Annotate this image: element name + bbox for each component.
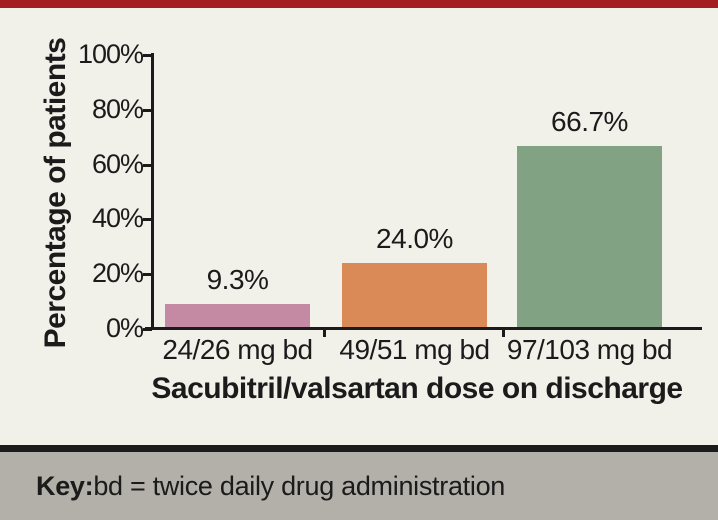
y-tick-label: 40% [91, 203, 144, 234]
separator-rule [0, 445, 718, 452]
y-tick-mark [143, 218, 152, 222]
bar-value-label: 24.0% [376, 223, 453, 254]
key-label: Key: [36, 470, 94, 501]
x-tick-label: 49/51 mg bd [339, 334, 490, 365]
top-red-rule [0, 0, 718, 8]
x-divider-tick [323, 329, 326, 337]
key-text: bd = twice daily drug administration [93, 470, 505, 501]
x-tick-label: 97/103 mg bd [506, 334, 673, 365]
bar-1 [165, 304, 310, 329]
x-axis-title: Sacubitril/valsartan dose on discharge [151, 372, 683, 405]
bar-2 [342, 263, 487, 329]
y-axis-title: Percentage of patients [39, 37, 72, 349]
bar-value-label: 66.7% [551, 106, 628, 137]
y-tick-label: 100% [77, 38, 144, 69]
y-tick-label: 20% [91, 258, 144, 289]
bar-3 [517, 146, 662, 329]
x-axis-line [145, 327, 702, 330]
x-tick-label: 24/26 mg bd [162, 334, 313, 365]
y-tick-label: 80% [91, 93, 144, 124]
y-tick-label: 0% [105, 312, 144, 343]
y-axis-line [151, 53, 154, 330]
x-divider-tick [502, 329, 505, 337]
y-tick-mark [143, 54, 152, 57]
y-tick-mark [143, 163, 152, 167]
y-tick-mark [143, 108, 152, 112]
y-tick-label: 60% [91, 148, 144, 179]
bar-value-label: 9.3% [206, 264, 269, 295]
y-tick-mark [143, 273, 152, 277]
key-footer: Key: bd = twice daily drug administratio… [0, 452, 718, 520]
